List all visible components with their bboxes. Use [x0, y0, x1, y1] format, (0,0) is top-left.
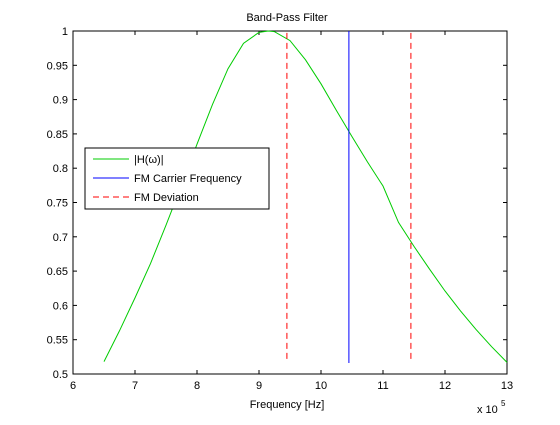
x-tick-label: 8: [194, 380, 200, 392]
y-tick-label: 0.6: [53, 300, 68, 312]
y-tick-label: 0.7: [53, 232, 68, 244]
x-tick-label: 11: [377, 380, 388, 392]
y-tick-label: 0.95: [47, 60, 68, 72]
y-tick-label: 0.75: [47, 198, 68, 210]
x-tick-label: 9: [256, 380, 262, 392]
x-multiplier-label: x 10: [477, 404, 498, 416]
legend-label: FM Deviation: [134, 192, 199, 204]
y-tick-label: 0.9: [53, 95, 68, 107]
legend-label: |H(ω)|: [134, 154, 164, 166]
x-tick-label: 7: [132, 380, 138, 392]
y-tick-label: 0.8: [53, 163, 68, 175]
x-ticks: 6 7 8 9 10 11 12 13: [70, 31, 513, 392]
y-tick-label: 0.85: [47, 129, 68, 141]
legend-label: FM Carrier Frequency: [134, 173, 242, 185]
x-tick-label: 6: [70, 380, 76, 392]
x-axis-label: Frequency [Hz]: [250, 399, 325, 411]
x-tick-label: 10: [315, 380, 327, 392]
legend: |H(ω)| FM Carrier Frequency FM Deviation: [84, 147, 270, 210]
y-tick-label: 1: [62, 26, 68, 38]
chart-title: Band-Pass Filter: [246, 12, 328, 24]
x-multiplier-exponent: 5: [501, 399, 506, 408]
y-ticks: 0.5 0.55 0.6 0.65 0.7 0.75 0.8 0.85 0.9 0.95 1: [47, 26, 507, 381]
y-tick-label: 0.65: [47, 266, 68, 278]
x-tick-label: 12: [439, 380, 451, 392]
x-tick-label: 13: [501, 380, 513, 392]
legend-items: |H(ω)| FM Carrier Frequency FM Deviation: [93, 154, 242, 204]
y-tick-label: 0.5: [53, 369, 68, 381]
y-tick-label: 0.55: [47, 335, 68, 347]
